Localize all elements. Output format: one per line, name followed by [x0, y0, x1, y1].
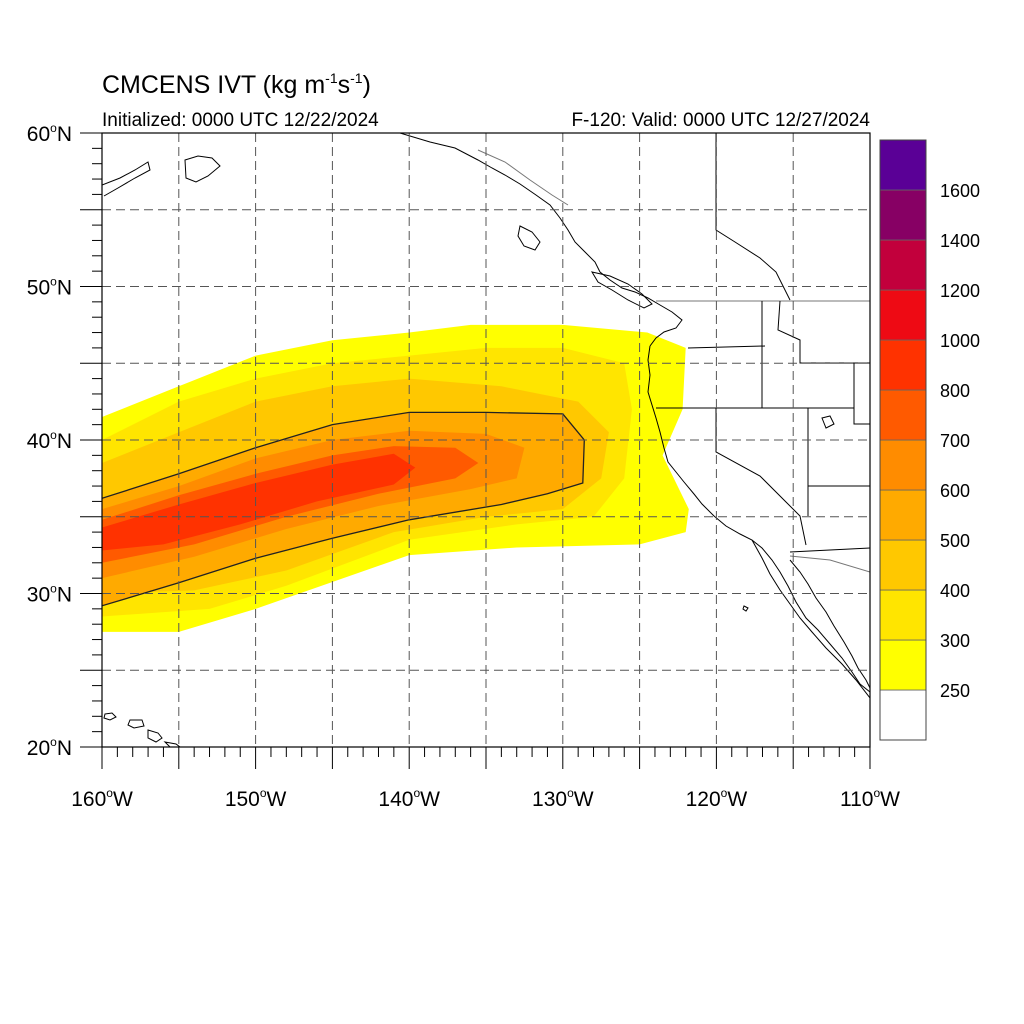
lon-label: 140oW: [378, 786, 440, 811]
island-channel: [742, 605, 749, 612]
coastline-baja-west: [751, 539, 870, 699]
state-borders: [656, 133, 870, 573]
island-vancouver: [590, 271, 653, 309]
ivt-shading: [102, 324, 689, 632]
colorbar-label: 250: [940, 681, 970, 701]
colorbar-swatch: [879, 439, 927, 491]
island-hawaii-4: [163, 741, 181, 747]
colorbar-label: 1200: [940, 281, 980, 301]
colorbar-swatch: [879, 139, 927, 191]
latitude-labels: 60oN 50oN 40oN 30oN 20oN: [27, 121, 72, 760]
colorbar-label: 300: [940, 631, 970, 651]
colorbar-label: 1400: [940, 231, 980, 251]
colorbar-swatch: [879, 489, 927, 541]
initialized-label: Initialized: 0000 UTC 12/22/2024: [102, 110, 379, 131]
island-hawaii-2: [127, 719, 145, 729]
contour-line-500: [102, 411, 585, 607]
island-bc-coast: [517, 225, 541, 251]
colorbar-label: 1000: [940, 331, 980, 351]
lat-label: 50oN: [27, 275, 72, 300]
coastline-us-west: [647, 345, 870, 693]
coastline: [102, 133, 870, 747]
colorbar-swatch: [879, 239, 927, 291]
island-western-alaska: [102, 161, 151, 197]
coastline-alaska-bc: [399, 133, 683, 347]
coastline-baja: [789, 559, 870, 689]
colorbar-swatch: [879, 389, 927, 441]
longitude-labels: 160oW 150oW 140oW 130oW 120oW 110oW: [71, 786, 900, 811]
lat-label: 40oN: [27, 428, 72, 453]
island-kodiak: [184, 155, 221, 183]
colorbar-swatch: [879, 339, 927, 391]
lon-label: 150oW: [225, 786, 287, 811]
colorbar-label: 600: [940, 481, 970, 501]
map-title: CMCENS IVT (kg m-1s-1): [102, 70, 371, 99]
valid-time-label: F-120: Valid: 0000 UTC 12/27/2024: [571, 110, 870, 131]
colorbar-swatch: [879, 189, 927, 241]
island-hawaii-3: [147, 729, 163, 743]
colorbar-label: 500: [940, 531, 970, 551]
ivt-region-800: [102, 453, 416, 551]
ivt-contour-line: [102, 411, 585, 607]
lon-label: 160oW: [71, 786, 133, 811]
lon-label: 120oW: [686, 786, 748, 811]
lat-label: 60oN: [27, 121, 72, 146]
lat-label: 30oN: [27, 582, 72, 607]
colorbar-swatch: [879, 589, 927, 641]
colorbar-swatch: [879, 639, 927, 691]
colorbar-label: 700: [940, 431, 970, 451]
colorbar-label: 1600: [940, 181, 980, 201]
colorbar-swatch: [879, 689, 927, 741]
lat-label: 20oN: [27, 735, 72, 760]
coastline-alaska-inland: [477, 149, 569, 206]
colorbar-label: 400: [940, 581, 970, 601]
colorbar-swatch: [879, 539, 927, 591]
lon-label: 130oW: [532, 786, 594, 811]
axis-ticks: [80, 132, 871, 769]
lon-label: 110oW: [840, 786, 900, 811]
lat-lon-grid: [102, 133, 870, 747]
island-hawaii-1: [103, 712, 117, 721]
colorbar-label: 800: [940, 381, 970, 401]
lake: [821, 415, 835, 429]
colorbar-swatch: [879, 289, 927, 341]
colorbar: 250 300 400 500 600 700 800 1000 1200 1400 1600: [879, 139, 980, 741]
